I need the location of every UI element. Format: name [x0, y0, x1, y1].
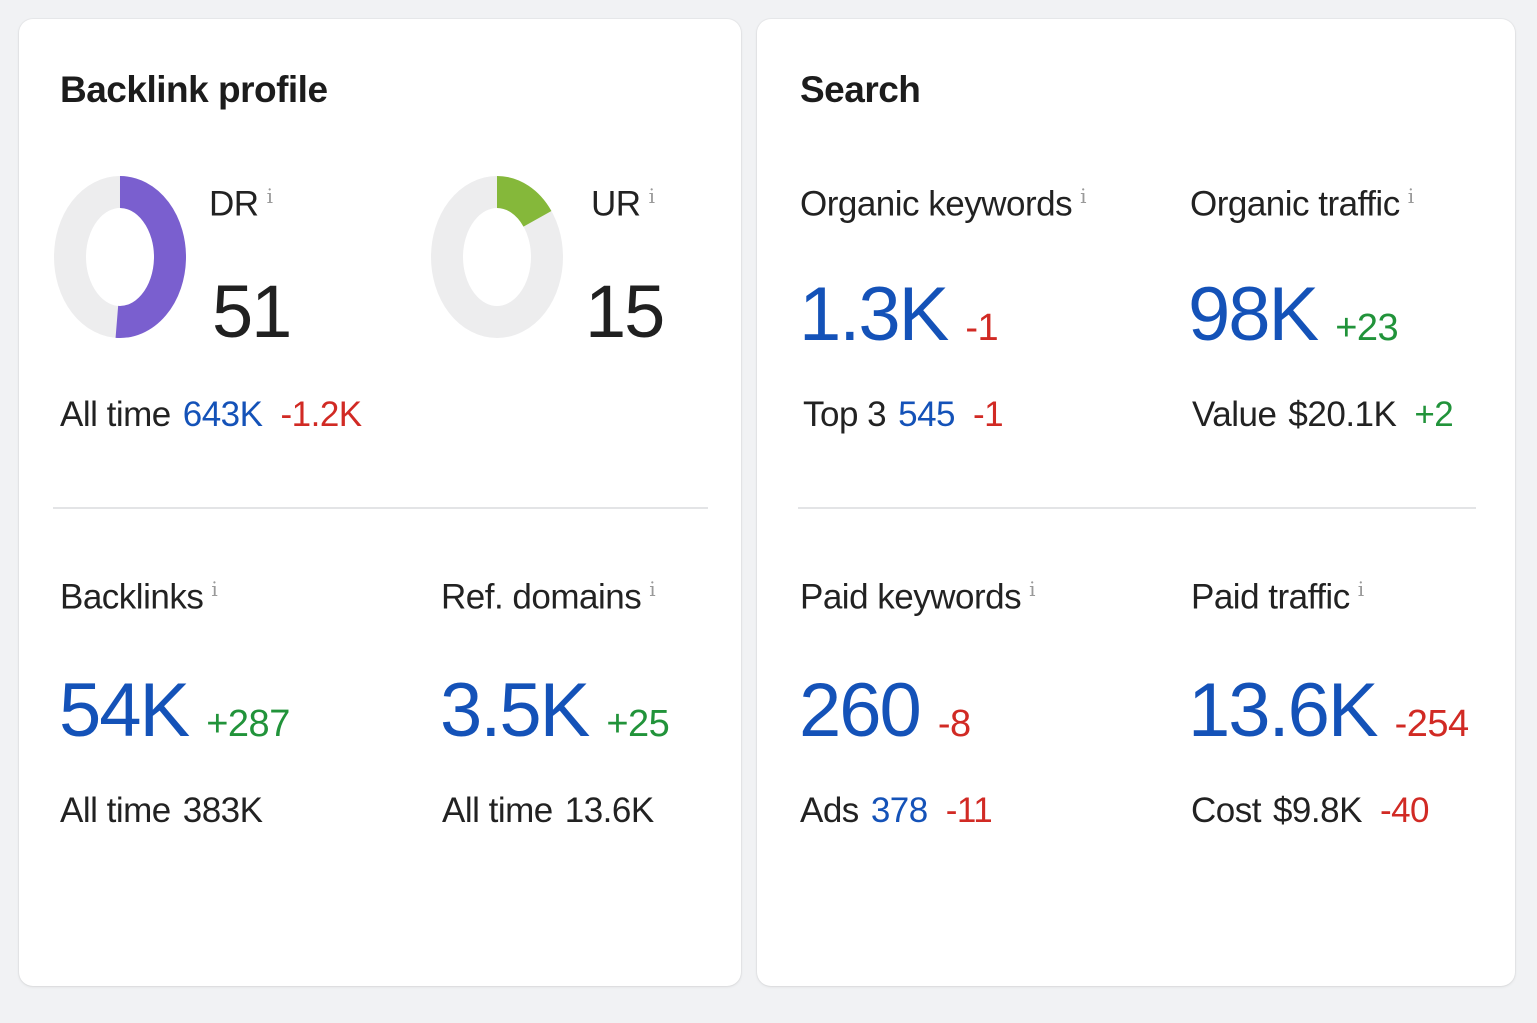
- backlinks-all-time-value: 383K: [182, 791, 263, 830]
- organic-keywords-metric[interactable]: Organic keywords i: [800, 184, 1087, 225]
- dr-label: DR: [209, 184, 259, 224]
- ur-gauge-fill: [496, 176, 552, 228]
- paid-keywords-value[interactable]: 260: [799, 668, 922, 753]
- organic-traffic-label: Organic traffic: [1190, 184, 1400, 224]
- dr-gauge: [54, 176, 186, 338]
- all-time-backlinks-summary: All time 643K -1.2K: [60, 395, 362, 435]
- ads-label: Ads: [800, 791, 859, 830]
- value-delta: +2: [1414, 395, 1454, 434]
- backlinks-all-time: All time 383K: [60, 791, 263, 831]
- all-time-label: All time: [60, 395, 171, 434]
- paid-traffic-value[interactable]: 13.6K: [1188, 668, 1379, 753]
- top3-delta: -1: [973, 395, 1004, 434]
- ads-value[interactable]: 378: [870, 791, 928, 830]
- search-card: Search Organic keywords i 1.3K -1 Top 3 545…: [757, 19, 1515, 986]
- cost-label: Cost: [1191, 791, 1261, 830]
- backlinks-metric[interactable]: Backlinks i: [60, 577, 218, 618]
- ref-domains-value-row: 3.5K +25: [440, 667, 670, 754]
- ref-domains-info-icon[interactable]: i: [649, 577, 656, 601]
- paid-traffic-value-row: 13.6K -254: [1188, 667, 1469, 754]
- backlinks-label: Backlinks: [60, 577, 204, 617]
- all-time-value[interactable]: 643K: [182, 395, 263, 434]
- dr-metric[interactable]: DR i: [209, 184, 273, 225]
- ref-domains-metric[interactable]: Ref. domains i: [441, 577, 656, 618]
- ur-value: 15: [585, 270, 665, 353]
- top3-label: Top 3: [803, 395, 887, 434]
- dr-value: 51: [212, 270, 292, 353]
- paid-keywords-metric[interactable]: Paid keywords i: [800, 577, 1036, 618]
- ref-domains-delta: +25: [606, 703, 670, 745]
- dr-gauge-fill: [115, 176, 186, 338]
- organic-keywords-value-row: 1.3K -1: [799, 271, 999, 358]
- ref-domains-all-time-label: All time: [442, 791, 553, 830]
- backlinks-delta: +287: [206, 703, 290, 745]
- paid-keywords-info-icon[interactable]: i: [1029, 577, 1036, 601]
- organic-keywords-delta: -1: [965, 307, 999, 349]
- value-label: Value: [1192, 395, 1277, 434]
- organic-traffic-metric[interactable]: Organic traffic i: [1190, 184, 1414, 225]
- all-time-delta: -1.2K: [280, 395, 363, 434]
- organic-traffic-delta: +23: [1335, 307, 1399, 349]
- ref-domains-value[interactable]: 3.5K: [440, 668, 590, 753]
- backlink-profile-card: Backlink profile DR i 51 UR i 15 All time 6…: [19, 19, 741, 986]
- value-amount: $20.1K: [1288, 395, 1397, 434]
- paid-keywords-delta: -8: [937, 703, 971, 745]
- backlink-profile-title: Backlink profile: [60, 69, 328, 110]
- organic-traffic-info-icon[interactable]: i: [1407, 184, 1414, 208]
- search-title: Search: [800, 69, 921, 110]
- ur-metric[interactable]: UR i: [591, 184, 655, 225]
- paid-keywords-value-row: 260 -8: [799, 667, 971, 754]
- ur-label: UR: [591, 184, 641, 224]
- ref-domains-label: Ref. domains: [441, 577, 642, 617]
- organic-keywords-label: Organic keywords: [800, 184, 1073, 224]
- backlink-divider: [53, 507, 708, 509]
- organic-traffic-value-row: 98K +23: [1188, 271, 1399, 358]
- search-divider: [798, 507, 1476, 509]
- backlinks-info-icon[interactable]: i: [211, 577, 218, 601]
- ref-domains-all-time: All time 13.6K: [442, 791, 654, 831]
- organic-traffic-value-summary: Value $20.1K +2: [1192, 395, 1454, 435]
- organic-keywords-value[interactable]: 1.3K: [799, 272, 949, 357]
- organic-traffic-value[interactable]: 98K: [1188, 272, 1319, 357]
- paid-traffic-info-icon[interactable]: i: [1357, 577, 1364, 601]
- ref-domains-all-time-value: 13.6K: [564, 791, 654, 830]
- ads-delta: -11: [945, 791, 993, 830]
- paid-traffic-cost: Cost $9.8K -40: [1191, 791, 1430, 831]
- paid-traffic-metric[interactable]: Paid traffic i: [1191, 577, 1364, 618]
- backlinks-value[interactable]: 54K: [59, 668, 190, 753]
- cost-value: $9.8K: [1272, 791, 1362, 830]
- organic-keywords-info-icon[interactable]: i: [1080, 184, 1087, 208]
- dr-info-icon[interactable]: i: [266, 184, 273, 208]
- backlinks-all-time-label: All time: [60, 791, 171, 830]
- cost-delta: -40: [1379, 791, 1430, 830]
- paid-keywords-ads: Ads 378 -11: [800, 791, 993, 831]
- organic-keywords-top3: Top 3 545 -1: [803, 395, 1004, 435]
- paid-traffic-label: Paid traffic: [1191, 577, 1350, 617]
- ur-gauge: [431, 176, 563, 338]
- paid-keywords-label: Paid keywords: [800, 577, 1022, 617]
- backlinks-value-row: 54K +287: [59, 667, 290, 754]
- ur-info-icon[interactable]: i: [648, 184, 655, 208]
- top3-value[interactable]: 545: [898, 395, 956, 434]
- paid-traffic-delta: -254: [1394, 703, 1470, 745]
